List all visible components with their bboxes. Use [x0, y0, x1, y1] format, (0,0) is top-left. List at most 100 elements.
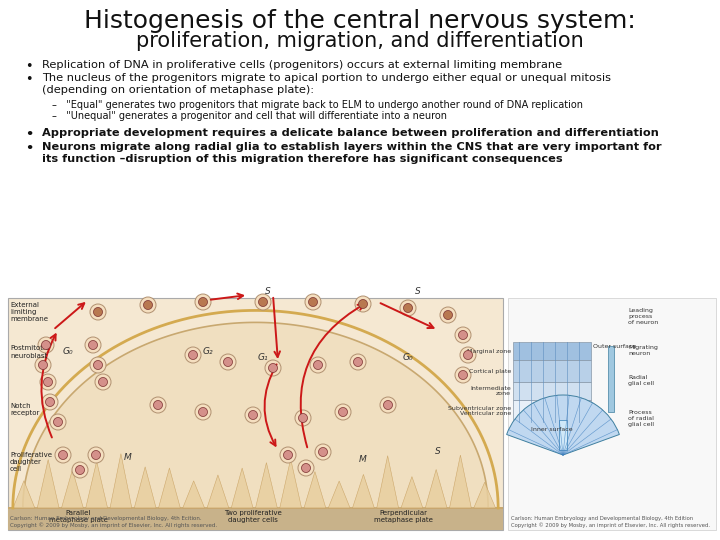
Circle shape [195, 404, 211, 420]
Text: Migrating
neuron: Migrating neuron [628, 345, 658, 356]
Circle shape [88, 447, 104, 463]
Polygon shape [110, 454, 132, 508]
Circle shape [335, 404, 351, 420]
Circle shape [440, 307, 456, 323]
Circle shape [403, 303, 413, 313]
Circle shape [94, 307, 102, 316]
Circle shape [89, 341, 97, 349]
Circle shape [245, 407, 261, 423]
Circle shape [305, 294, 321, 310]
Text: G₀: G₀ [63, 348, 73, 356]
Circle shape [400, 300, 416, 316]
Circle shape [199, 298, 207, 307]
Polygon shape [474, 482, 495, 508]
Circle shape [298, 460, 314, 476]
Circle shape [299, 414, 307, 422]
Circle shape [350, 354, 366, 370]
Circle shape [76, 465, 84, 475]
Circle shape [318, 448, 328, 456]
Circle shape [464, 350, 472, 360]
Circle shape [359, 300, 367, 308]
Text: Process
of radial
glial cell: Process of radial glial cell [628, 410, 654, 427]
Circle shape [459, 370, 467, 380]
Polygon shape [13, 481, 35, 508]
Circle shape [195, 294, 211, 310]
Circle shape [42, 394, 58, 410]
Text: •: • [25, 128, 33, 141]
Text: Proliferative
daughter
cell: Proliferative daughter cell [10, 452, 52, 472]
Circle shape [284, 450, 292, 460]
Circle shape [53, 417, 63, 427]
Text: Neurons migrate along radial glia to establish layers within the CNS that are ve: Neurons migrate along radial glia to est… [42, 142, 662, 164]
Text: External
limiting
membrane: External limiting membrane [10, 302, 48, 322]
Circle shape [455, 327, 471, 343]
Polygon shape [377, 456, 399, 508]
Text: Replication of DNA in proliferative cells (progenitors) occurs at external limit: Replication of DNA in proliferative cell… [42, 60, 562, 70]
Circle shape [338, 408, 348, 416]
Circle shape [302, 463, 310, 472]
Polygon shape [304, 471, 326, 508]
Text: G₁: G₁ [258, 354, 269, 362]
Text: Cortical plate: Cortical plate [469, 368, 511, 374]
Circle shape [248, 410, 258, 420]
FancyBboxPatch shape [559, 420, 567, 450]
Circle shape [38, 361, 48, 369]
Circle shape [355, 296, 371, 312]
Circle shape [269, 363, 277, 373]
Circle shape [45, 397, 55, 407]
FancyBboxPatch shape [513, 360, 591, 382]
Circle shape [189, 350, 197, 360]
Text: proliferation, migration, and differentiation: proliferation, migration, and differenti… [136, 31, 584, 51]
Circle shape [38, 337, 54, 353]
Polygon shape [401, 477, 423, 508]
Circle shape [40, 374, 56, 390]
Text: Histogenesis of the central nervous system:: Histogenesis of the central nervous syst… [84, 9, 636, 33]
Circle shape [384, 401, 392, 409]
Text: •: • [25, 73, 32, 86]
Circle shape [354, 357, 362, 367]
Circle shape [455, 367, 471, 383]
Text: Parallel
metaphase plate: Parallel metaphase plate [48, 510, 107, 523]
Circle shape [140, 297, 156, 313]
FancyBboxPatch shape [513, 400, 591, 422]
Polygon shape [158, 468, 180, 508]
Text: S: S [265, 287, 271, 296]
Circle shape [255, 294, 271, 310]
Circle shape [315, 444, 331, 460]
Circle shape [150, 397, 166, 413]
Text: Carlson: Human Embryology and Developmental Biology, 4th Ecition.
Copyright © 20: Carlson: Human Embryology and Developmen… [10, 516, 217, 528]
Text: –   "Equal" generates two progenitors that migrate back to ELM to undergo anothe: – "Equal" generates two progenitors that… [52, 100, 583, 110]
Text: G₂: G₂ [203, 348, 213, 356]
Circle shape [310, 357, 326, 373]
Text: S: S [415, 287, 421, 296]
Circle shape [99, 377, 107, 387]
Circle shape [85, 337, 101, 353]
Polygon shape [207, 475, 229, 508]
Polygon shape [231, 468, 253, 508]
Circle shape [91, 450, 101, 460]
Circle shape [143, 300, 153, 309]
Text: Two proliferative
daughter cells: Two proliferative daughter cells [224, 510, 282, 523]
Polygon shape [426, 469, 447, 508]
Text: •: • [25, 60, 32, 73]
Text: Outer surface: Outer surface [593, 345, 636, 349]
FancyBboxPatch shape [608, 346, 614, 412]
Circle shape [90, 357, 106, 373]
Circle shape [313, 361, 323, 369]
FancyBboxPatch shape [8, 298, 503, 530]
FancyBboxPatch shape [513, 382, 591, 400]
Circle shape [55, 447, 71, 463]
Polygon shape [280, 459, 302, 508]
Circle shape [258, 298, 268, 307]
Text: •: • [25, 142, 33, 155]
Circle shape [444, 310, 452, 320]
Circle shape [265, 360, 281, 376]
Circle shape [95, 374, 111, 390]
Circle shape [223, 357, 233, 367]
Polygon shape [353, 474, 374, 508]
Text: The nucleus of the progenitors migrate to apical portion to undergo either equal: The nucleus of the progenitors migrate t… [42, 73, 611, 94]
Text: Radial
glial cell: Radial glial cell [628, 375, 654, 386]
Circle shape [459, 330, 467, 340]
Polygon shape [328, 481, 350, 508]
Circle shape [42, 341, 50, 349]
